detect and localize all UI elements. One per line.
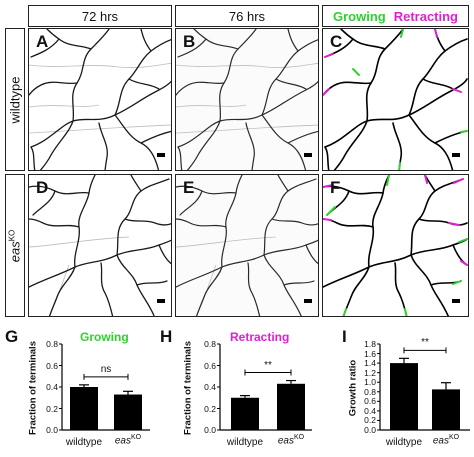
dendrite-trace-c [323,29,468,170]
chart-h-cat-easko: easKO [278,434,304,446]
y-tick-label: 1.4 [364,358,376,369]
panel-c-wildtype-trace: C [322,28,469,171]
chart-i-cat-easko-sup: KO [449,434,460,441]
panel-f-letter: F [330,178,341,197]
dendrite-image-b [176,29,318,170]
header-76hrs: 76 hrs [175,5,319,27]
chart-g-cat-easko: easKO [115,434,141,446]
y-tick-label: 0.4 [46,382,58,392]
scale-bar-c [452,153,460,157]
chart-g-cat-easko-sup: KO [131,434,142,441]
panel-e-letter: E [183,178,195,197]
chart-h-letter: H [160,327,173,346]
bar [231,397,259,430]
panel-e-easko-76hrs: E [175,174,319,317]
chart-h-title: Retracting [230,330,290,344]
bar [277,383,305,430]
scale-bar-a [157,153,165,157]
panel-c-letter: C [330,32,343,51]
chart-i-cat-easko: easKO [433,434,459,446]
y-tick-label: 0.8 [204,339,216,349]
dendrite-image-a [29,29,171,170]
y-tick-label: 0.4 [204,382,216,392]
bar [70,387,98,430]
chart-h-retracting: H Retracting Fraction of terminals wildt… [158,322,316,457]
scale-bar-f [452,299,460,303]
row-label-easko: easKO [5,174,25,317]
chart-g-title: Growing [80,330,129,344]
chart-i-cat-wildtype: wildtype [385,437,423,448]
y-tick-label: 0.8 [364,386,376,397]
chart-i-growth-ratio: I Growth ratio wildtype easKO 0.0 0.2 0.4 0… [316,322,474,457]
chart-g-cat-easko-base: eas [114,435,131,447]
row-label-wildtype-text: wildtype [7,76,23,123]
row-label-easko-text: easKO [7,229,22,262]
row-label-easko-base: eas [7,240,23,262]
panel-a-wildtype-72hrs: A [28,28,172,171]
chart-h-cat-wildtype: wildtype [226,437,264,448]
legend-retracting: Retracting [393,8,458,24]
y-tick-label: 0.6 [46,360,58,371]
y-tick-label: 1.0 [364,377,376,388]
y-tick-label: 0.2 [46,403,58,414]
panel-a-letter: A [36,32,49,51]
bar [114,394,142,430]
header-legend: Growing Retracting [322,5,469,27]
row-label-wildtype: wildtype [5,28,25,171]
chart-g-cat-wildtype: wildtype [65,437,103,448]
y-tick-label: 0.2 [364,415,376,426]
panel-b-letter: B [183,32,196,51]
y-tick-label: 0.0 [46,425,58,435]
y-tick-label: 1.6 [364,348,376,359]
panel-d-easko-72hrs: D [28,174,172,317]
chart-g-letter: G [5,327,19,346]
significance-label: ** [264,359,272,371]
bar [390,363,418,430]
y-tick-label: 0.0 [204,425,216,435]
chart-i-cat-easko-base: eas [432,435,449,447]
dendrite-image-e [176,175,318,316]
header-76hrs-label: 76 hrs [228,8,266,24]
panel-f-easko-trace: F [322,174,469,317]
y-tick-label: 1.2 [364,367,376,378]
panel-b-wildtype-76hrs: B [175,28,319,171]
dendrite-image-d [29,175,171,316]
chart-i-plot [377,343,470,431]
y-tick-label: 0.6 [204,360,216,371]
y-tick-label: 0.0 [364,425,376,435]
y-tick-label: 0.6 [364,396,376,407]
chart-i-letter: I [342,327,347,346]
scale-bar-e [304,299,312,303]
legend-growing: Growing [332,8,386,24]
chart-g-growing: G Growing Fraction of terminals wildtype… [0,322,158,457]
header-72hrs-label: 72 hrs [81,8,119,24]
y-tick-label: 0.4 [364,405,376,416]
header-72hrs: 72 hrs [28,5,172,27]
scale-bar-b [304,153,312,157]
chart-g-plot [59,343,150,431]
significance-label: ** [421,337,429,349]
chart-h-cat-easko-sup: KO [294,434,305,441]
row-label-easko-sup: KO [7,229,17,241]
y-tick-label: 0.8 [46,339,58,349]
y-tick-label: 1.8 [364,339,376,349]
chart-h-cat-easko-base: eas [277,435,294,447]
dendrite-trace-f [323,175,468,316]
panel-d-letter: D [36,178,49,197]
chart-h-plot [217,343,312,431]
bar [432,389,460,430]
y-tick-label: 0.2 [204,403,216,414]
scale-bar-d [157,299,165,303]
significance-label: ns [100,363,112,375]
